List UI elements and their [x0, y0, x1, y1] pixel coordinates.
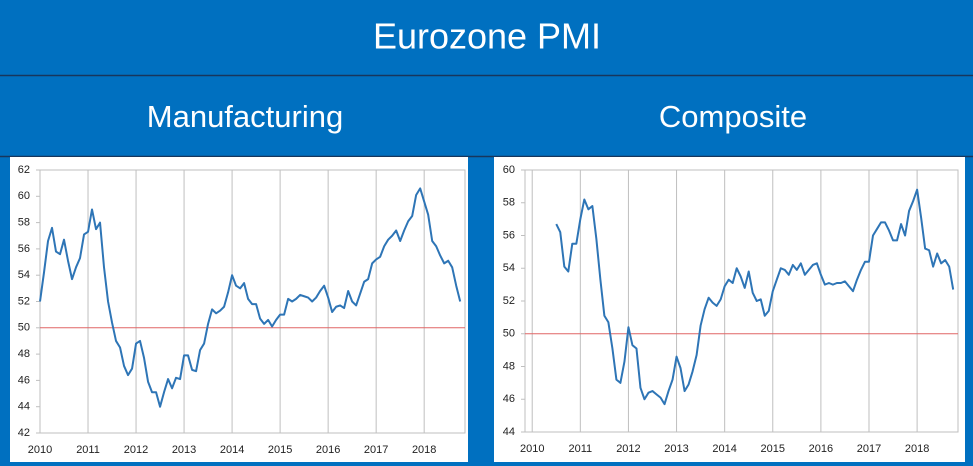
x-tick-label: 2014	[712, 443, 736, 455]
line-series	[555, 188, 955, 406]
x-tick-label: 2016	[809, 443, 833, 455]
x-tick-label: 2012	[616, 443, 640, 455]
x-tick-label: 2013	[172, 444, 196, 456]
y-tick-label: 50	[503, 328, 515, 340]
y-tick-label: 56	[503, 229, 515, 241]
x-tick-label: 2015	[268, 444, 292, 456]
y-tick-label: 58	[503, 197, 515, 209]
x-tick-label: 2010	[28, 444, 52, 456]
x-tick-label: 2017	[364, 444, 388, 456]
y-tick-label: 58	[18, 217, 30, 229]
y-tick-label: 54	[18, 269, 30, 281]
y-tick-label: 46	[18, 374, 30, 386]
y-tick-label: 42	[18, 427, 30, 439]
x-tick-label: 2017	[857, 443, 881, 455]
chart-title: Manufacturing	[147, 99, 343, 134]
y-tick-label: 44	[18, 401, 30, 413]
x-tick-label: 2016	[316, 444, 340, 456]
y-tick-label: 52	[18, 295, 30, 307]
chart-title: Composite	[659, 99, 807, 134]
x-tick-label: 2011	[568, 443, 592, 455]
y-tick-label: 52	[503, 295, 515, 307]
chart-panel	[10, 157, 468, 462]
y-tick-label: 60	[503, 164, 515, 176]
x-tick-label: 2013	[664, 443, 688, 455]
x-tick-label: 2015	[761, 443, 785, 455]
y-tick-label: 62	[18, 164, 30, 176]
y-tick-label: 46	[503, 393, 515, 405]
y-tick-label: 48	[503, 360, 515, 372]
x-tick-label: 2010	[520, 443, 544, 455]
x-tick-label: 2014	[220, 444, 244, 456]
y-tick-label: 60	[18, 190, 30, 202]
chart-panel	[494, 157, 965, 462]
y-tick-label: 48	[18, 348, 30, 360]
y-tick-label: 54	[503, 262, 515, 274]
x-tick-label: 2012	[124, 444, 148, 456]
x-tick-label: 2018	[412, 444, 436, 456]
page-title: Eurozone PMI	[373, 16, 601, 57]
y-tick-label: 44	[503, 426, 515, 438]
line-series	[39, 187, 462, 408]
x-tick-label: 2011	[76, 444, 100, 456]
y-tick-label: 50	[18, 322, 30, 334]
x-tick-label: 2018	[905, 443, 929, 455]
y-tick-label: 56	[18, 243, 30, 255]
